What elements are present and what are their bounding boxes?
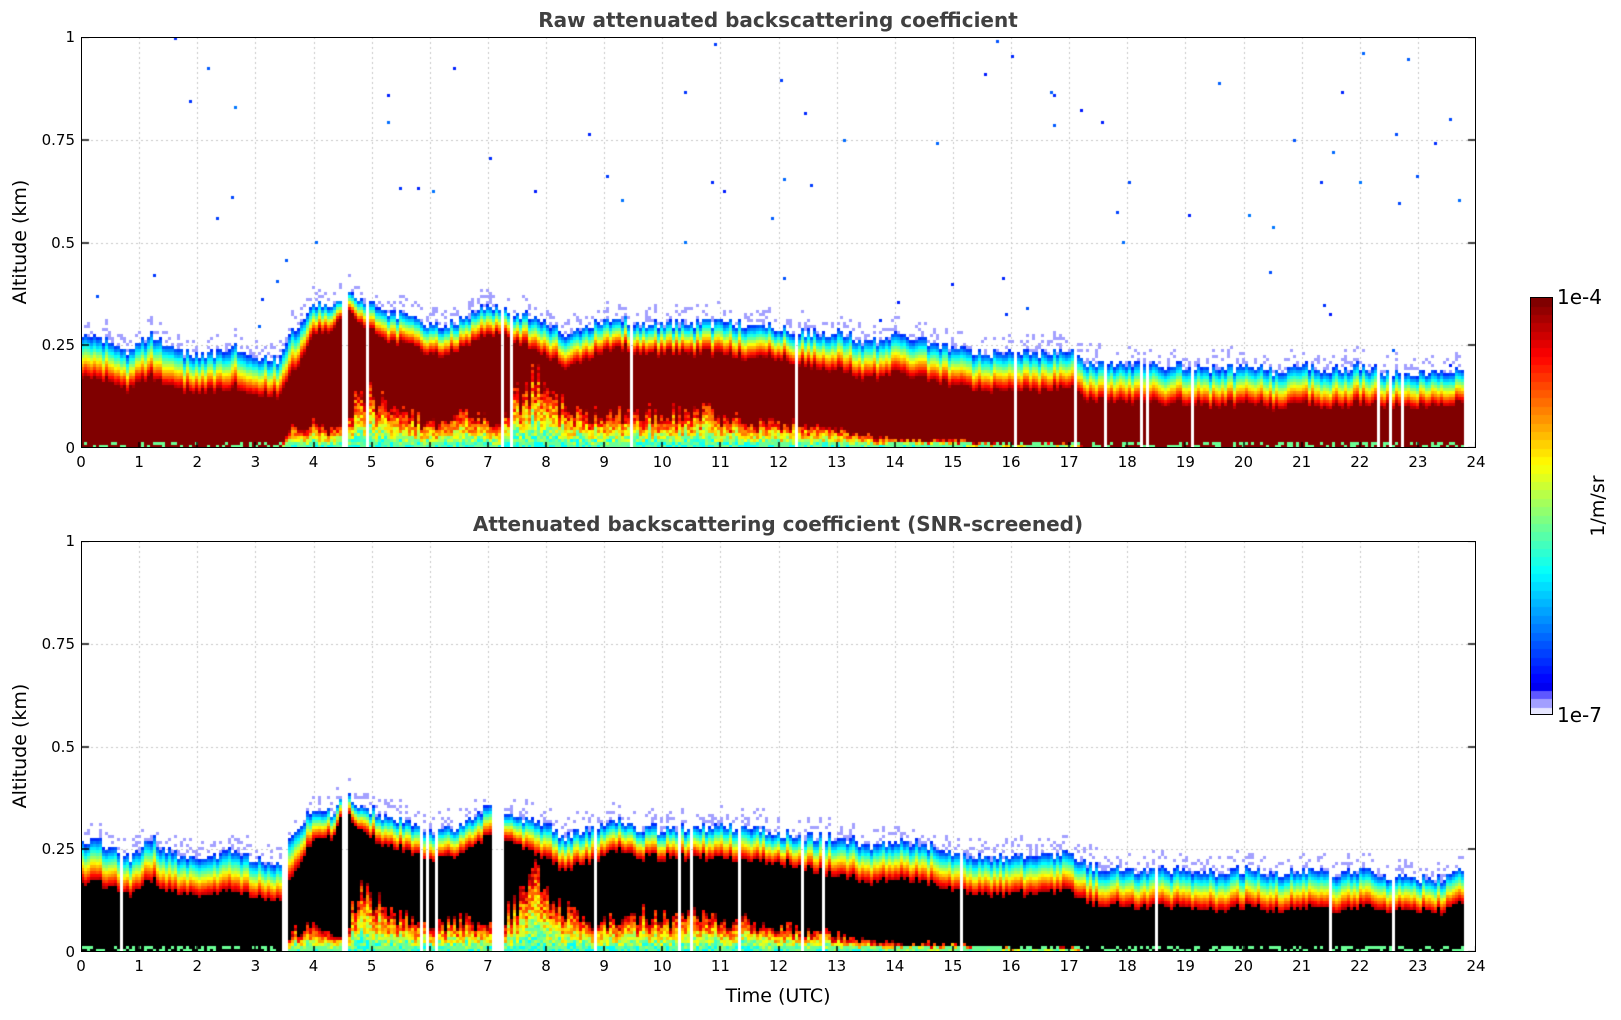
x-tick-label: 19 xyxy=(1175,453,1195,471)
plot-area-raw xyxy=(81,37,1476,448)
y-tick-label: 0 xyxy=(65,943,75,961)
x-tick-label: 4 xyxy=(308,957,319,975)
x-tick-label: 10 xyxy=(652,453,672,471)
x-tick-label: 13 xyxy=(827,957,847,975)
x-tick-label: 18 xyxy=(1117,957,1137,975)
x-tick-label: 20 xyxy=(1233,453,1254,471)
y-tick-label: 0.25 xyxy=(41,840,75,859)
x-tick-label: 1 xyxy=(134,957,144,975)
x-tick-label: 2 xyxy=(192,453,203,471)
y-axis-label-raw: Altitude (km) xyxy=(9,179,31,305)
y-tick-label: 0.75 xyxy=(41,130,75,149)
colorbar-gradient xyxy=(1530,297,1553,715)
x-tick-label: 6 xyxy=(424,453,435,471)
x-tick-label: 21 xyxy=(1292,957,1312,975)
x-tick-label: 19 xyxy=(1175,957,1195,975)
x-tick-label: 14 xyxy=(885,957,905,975)
x-tick-label: 5 xyxy=(366,453,377,471)
x-tick-label: 16 xyxy=(1001,957,1021,975)
x-tick-label: 18 xyxy=(1117,453,1137,471)
x-tick-label: 22 xyxy=(1350,957,1370,975)
y-tick-label: 0.5 xyxy=(51,737,75,756)
x-tick-label: 16 xyxy=(1001,453,1021,471)
x-tick-label: 23 xyxy=(1408,453,1428,471)
chart-title-screened: Attenuated backscattering coefficient (S… xyxy=(472,512,1084,536)
y-tick-label: 0 xyxy=(65,439,75,457)
x-tick-label: 15 xyxy=(943,453,963,471)
x-tick-label: 23 xyxy=(1408,957,1428,975)
colorbar-title: 1/m/sr xyxy=(1587,475,1609,537)
x-tick-label: 14 xyxy=(885,453,905,471)
x-tick-label: 3 xyxy=(250,957,261,975)
x-tick-label: 8 xyxy=(541,957,551,975)
x-tick-label: 24 xyxy=(1466,957,1486,975)
x-tick-label: 6 xyxy=(424,957,435,975)
x-tick-label: 12 xyxy=(768,453,789,471)
x-tick-label: 9 xyxy=(599,957,609,975)
x-tick-label: 13 xyxy=(827,453,847,471)
x-tick-label: 12 xyxy=(768,957,789,975)
y-tick-label: 0.5 xyxy=(51,233,75,252)
colorbar-max-label: 1e-4 xyxy=(1557,285,1602,309)
x-tick-label: 7 xyxy=(483,957,493,975)
x-axis-label: Time (UTC) xyxy=(725,985,831,1007)
x-tick-label: 7 xyxy=(483,453,493,471)
x-tick-label: 20 xyxy=(1233,957,1254,975)
x-tick-label: 5 xyxy=(366,957,377,975)
x-tick-label: 3 xyxy=(250,453,261,471)
heatmap-screened xyxy=(81,541,1476,952)
y-tick-label: 1 xyxy=(65,28,75,46)
x-tick-label: 15 xyxy=(943,957,963,975)
y-tick-label: 0.25 xyxy=(41,336,75,355)
x-tick-label: 17 xyxy=(1059,453,1079,471)
plot-area-screened xyxy=(81,541,1476,952)
x-tick-label: 11 xyxy=(710,957,730,975)
x-tick-label: 4 xyxy=(308,453,319,471)
y-tick-label: 1 xyxy=(65,532,75,550)
x-tick-label: 1 xyxy=(134,453,144,471)
y-axis-label-screened: Altitude (km) xyxy=(9,683,31,809)
x-tick-label: 2 xyxy=(192,957,203,975)
x-tick-label: 11 xyxy=(710,453,730,471)
x-tick-label: 0 xyxy=(76,453,86,471)
chart-title-raw: Raw attenuated backscattering coefficien… xyxy=(538,8,1018,32)
colorbar-min-label: 1e-7 xyxy=(1557,703,1602,727)
x-tick-label: 0 xyxy=(76,957,86,975)
x-tick-label: 9 xyxy=(599,453,609,471)
x-tick-label: 8 xyxy=(541,453,551,471)
heatmap-raw xyxy=(81,37,1476,448)
x-tick-label: 24 xyxy=(1466,453,1486,471)
x-tick-label: 21 xyxy=(1292,453,1312,471)
x-tick-label: 22 xyxy=(1350,453,1370,471)
x-tick-label: 17 xyxy=(1059,957,1079,975)
colorbar xyxy=(1530,297,1553,715)
x-tick-label: 10 xyxy=(652,957,672,975)
y-tick-label: 0.75 xyxy=(41,634,75,653)
